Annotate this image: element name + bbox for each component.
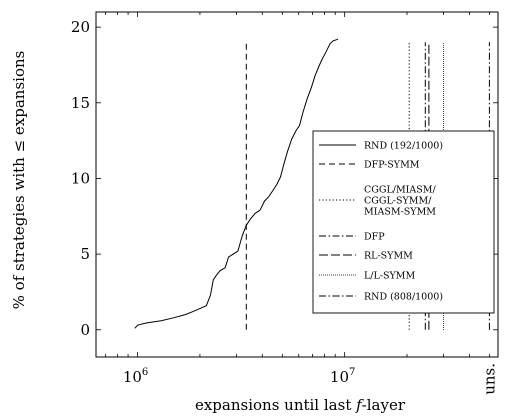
legend-label: MIASM-SYMM [364, 207, 436, 218]
legend-label: RL-SYMM [364, 251, 413, 262]
legend-label: CGGL/MIASM/ [364, 185, 437, 196]
y-tick-label: 15 [71, 94, 90, 112]
plot-frame [95, 11, 499, 358]
legend: RND (192/1000) DFP-SYMM CGGL/MIASM/CGGL-SY… [312, 130, 495, 314]
x-axis-label: expansions until last f-layer [195, 396, 406, 414]
legend-label: CGGL-SYMM/ [364, 196, 432, 207]
legend-label: L/L-SYMM [364, 271, 416, 282]
y-tick-label: 0 [80, 321, 90, 339]
legend-label: RND (808/1000) [364, 292, 443, 303]
legend-label: DFP [364, 232, 385, 243]
legend-label: DFP-SYMM [364, 160, 420, 171]
series-line-rnd-192-1000 [134, 38, 339, 329]
y-tick-label: 10 [71, 169, 90, 187]
x-tick-label: 106 [123, 367, 148, 386]
legend-box [312, 130, 495, 314]
x-tick-label-unsolved: uns. [480, 363, 498, 395]
legend-label: RND (192/1000) [364, 141, 443, 152]
y-tick-label: 20 [71, 18, 90, 36]
x-tick-label: 107 [330, 367, 355, 386]
y-tick-label: 5 [80, 245, 90, 263]
y-axis-label: % of strategies with ≤ expansions [10, 51, 28, 310]
